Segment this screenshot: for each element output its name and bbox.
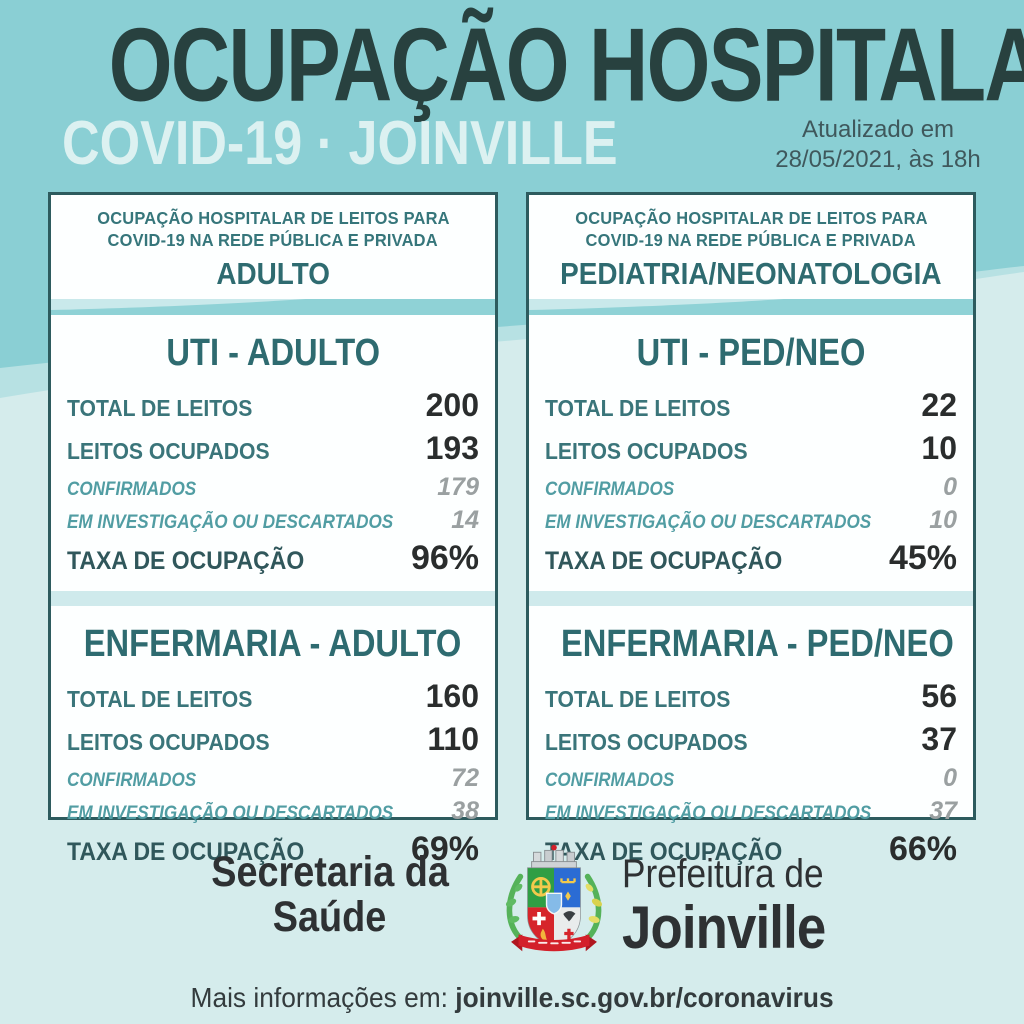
stat-label: CONFIRMADOS bbox=[67, 478, 197, 500]
stat-row-investigacao: EM INVESTIGAÇÃO OU DESCARTADOS 14 bbox=[67, 506, 479, 535]
stat-row-investigacao: EM INVESTIGAÇÃO OU DESCARTADOS 38 bbox=[67, 797, 479, 826]
stat-label: TOTAL DE LEITOS bbox=[545, 394, 731, 421]
stat-value: 179 bbox=[437, 472, 479, 501]
card-header-line1: OCUPAÇÃO HOSPITALAR DE LEITOS PARA bbox=[574, 208, 928, 228]
stat-row-investigacao: EM INVESTIGAÇÃO OU DESCARTADOS 37 bbox=[545, 797, 957, 826]
stat-value: 66% bbox=[888, 829, 957, 868]
stat-label: CONFIRMADOS bbox=[67, 769, 197, 791]
stat-value: 200 bbox=[425, 386, 479, 423]
prefeitura-de-joinville-logo-text: Prefeitura de Joinville bbox=[622, 852, 826, 961]
stat-row-leitos-ocupados: LEITOS OCUPADOS 110 bbox=[67, 721, 479, 758]
stat-label: TAXA DE OCUPAÇÃO bbox=[545, 837, 783, 866]
section-title-uti-pedneo: UTI - PED/NEO bbox=[636, 331, 866, 374]
stat-row-confirmados: CONFIRMADOS 0 bbox=[545, 473, 957, 502]
stat-label: LEITOS OCUPADOS bbox=[67, 728, 270, 755]
stat-value: 0 bbox=[943, 763, 957, 792]
stat-label: TAXA DE OCUPAÇÃO bbox=[67, 546, 305, 575]
stat-value: 0 bbox=[943, 472, 957, 501]
stat-label: EM INVESTIGAÇÃO OU DESCARTADOS bbox=[67, 802, 394, 824]
stat-value: 10 bbox=[921, 429, 957, 466]
teal-wave-divider bbox=[529, 298, 973, 315]
stat-row-taxa-ocupacao: TAXA DE OCUPAÇÃO 66% bbox=[545, 830, 957, 869]
stats-uti-adulto: TOTAL DE LEITOS 200 LEITOS OCUPADOS 193 … bbox=[51, 387, 495, 578]
stat-value: 37 bbox=[929, 796, 957, 825]
stat-value: 22 bbox=[921, 386, 957, 423]
stat-label: CONFIRMADOS bbox=[545, 769, 675, 791]
updated-datetime: 28/05/2021, às 18h bbox=[775, 146, 981, 173]
stat-label: TOTAL DE LEITOS bbox=[67, 685, 253, 712]
light-divider bbox=[529, 590, 973, 606]
stats-enfermaria-pedneo: TOTAL DE LEITOS 56 LEITOS OCUPADOS 37 CO… bbox=[529, 678, 973, 869]
stat-label: LEITOS OCUPADOS bbox=[545, 437, 748, 464]
page-subtitle: COVID-19 · JOINVILLE bbox=[62, 109, 618, 178]
stat-value: 110 bbox=[427, 720, 479, 757]
page-title: OCUPAÇÃO HOSPITALAR bbox=[108, 7, 1024, 124]
stat-label: LEITOS OCUPADOS bbox=[67, 437, 270, 464]
stat-label: EM INVESTIGAÇÃO OU DESCARTADOS bbox=[545, 802, 872, 824]
stat-value: 72 bbox=[451, 763, 479, 792]
stat-label: EM INVESTIGAÇÃO OU DESCARTADOS bbox=[67, 511, 394, 533]
updated-label: Atualizado em bbox=[801, 116, 955, 143]
stat-value: 10 bbox=[929, 505, 957, 534]
joinville-coat-of-arms bbox=[505, 844, 603, 952]
card-header-line2: COVID-19 NA REDE PÚBLICA E PRIVADA bbox=[585, 230, 917, 251]
stat-row-total-leitos: TOTAL DE LEITOS 200 bbox=[67, 387, 479, 424]
stat-value: 37 bbox=[921, 720, 957, 757]
stat-row-taxa-ocupacao: TAXA DE OCUPAÇÃO 96% bbox=[67, 539, 479, 578]
card-ped-header: OCUPAÇÃO HOSPITALAR DE LEITOS PARA COVID… bbox=[529, 195, 973, 292]
stat-value: 193 bbox=[425, 429, 479, 466]
section-title-enfermaria-pedneo: ENFERMARIA - PED/NEO bbox=[560, 622, 954, 665]
stat-label: TOTAL DE LEITOS bbox=[545, 685, 731, 712]
card-pediatria-neonatologia: OCUPAÇÃO HOSPITALAR DE LEITOS PARA COVID… bbox=[526, 192, 976, 868]
light-divider bbox=[51, 590, 495, 606]
stat-value: 69% bbox=[410, 829, 479, 868]
stat-label: TAXA DE OCUPAÇÃO bbox=[545, 546, 783, 575]
stat-label: EM INVESTIGAÇÃO OU DESCARTADOS bbox=[545, 511, 872, 533]
card-category: PEDIATRIA/NEONATOLOGIA bbox=[560, 255, 942, 291]
stat-row-taxa-ocupacao: TAXA DE OCUPAÇÃO 45% bbox=[545, 539, 957, 578]
stat-label: TOTAL DE LEITOS bbox=[67, 394, 253, 421]
card-header-line2: COVID-19 NA REDE PÚBLICA E PRIVADA bbox=[107, 230, 439, 251]
secretaria-da-saude-logo-text: Secretaria da Saúde bbox=[211, 848, 449, 942]
stat-value: 96% bbox=[410, 538, 479, 577]
card-header-line1: OCUPAÇÃO HOSPITALAR DE LEITOS PARA bbox=[96, 208, 450, 228]
stat-row-leitos-ocupados: LEITOS OCUPADOS 37 bbox=[545, 721, 957, 758]
stat-value: 45% bbox=[888, 538, 957, 577]
stat-row-total-leitos: TOTAL DE LEITOS 160 bbox=[67, 678, 479, 715]
stat-value: 56 bbox=[921, 677, 957, 714]
stat-row-investigacao: EM INVESTIGAÇÃO OU DESCARTADOS 10 bbox=[545, 506, 957, 535]
stat-row-total-leitos: TOTAL DE LEITOS 22 bbox=[545, 387, 957, 424]
stat-row-leitos-ocupados: LEITOS OCUPADOS 193 bbox=[67, 430, 479, 467]
stat-label: TAXA DE OCUPAÇÃO bbox=[67, 837, 305, 866]
stat-row-taxa-ocupacao: TAXA DE OCUPAÇÃO 69% bbox=[67, 830, 479, 869]
stat-value: 160 bbox=[425, 677, 479, 714]
more-info-label: Mais informações em: bbox=[190, 982, 456, 1013]
card-adulto: OCUPAÇÃO HOSPITALAR DE LEITOS PARA COVID… bbox=[48, 192, 498, 868]
stat-row-confirmados: CONFIRMADOS 72 bbox=[67, 764, 479, 793]
stats-enfermaria-adulto: TOTAL DE LEITOS 160 LEITOS OCUPADOS 110 … bbox=[51, 678, 495, 869]
stat-value: 38 bbox=[451, 796, 479, 825]
more-info-line: Mais informações em: joinville.sc.gov.br… bbox=[0, 982, 1024, 1014]
stat-row-confirmados: CONFIRMADOS 0 bbox=[545, 764, 957, 793]
stats-uti-pedneo: TOTAL DE LEITOS 22 LEITOS OCUPADOS 10 CO… bbox=[529, 387, 973, 578]
section-title-enfermaria-adulto: ENFERMARIA - ADULTO bbox=[84, 622, 462, 665]
stat-value: 14 bbox=[451, 505, 479, 534]
stat-row-total-leitos: TOTAL DE LEITOS 56 bbox=[545, 678, 957, 715]
card-adulto-header: OCUPAÇÃO HOSPITALAR DE LEITOS PARA COVID… bbox=[51, 195, 495, 292]
teal-wave-divider bbox=[51, 298, 495, 315]
stat-label: CONFIRMADOS bbox=[545, 478, 675, 500]
card-category: ADULTO bbox=[216, 255, 330, 291]
stat-label: LEITOS OCUPADOS bbox=[545, 728, 748, 755]
updated-timestamp: Atualizado em 28/05/2021, às 18h bbox=[768, 115, 988, 175]
section-title-uti-adulto: UTI - ADULTO bbox=[166, 331, 380, 374]
coronavirus-url: joinville.sc.gov.br/coronavirus bbox=[455, 982, 834, 1013]
stat-row-confirmados: CONFIRMADOS 179 bbox=[67, 473, 479, 502]
stat-row-leitos-ocupados: LEITOS OCUPADOS 10 bbox=[545, 430, 957, 467]
